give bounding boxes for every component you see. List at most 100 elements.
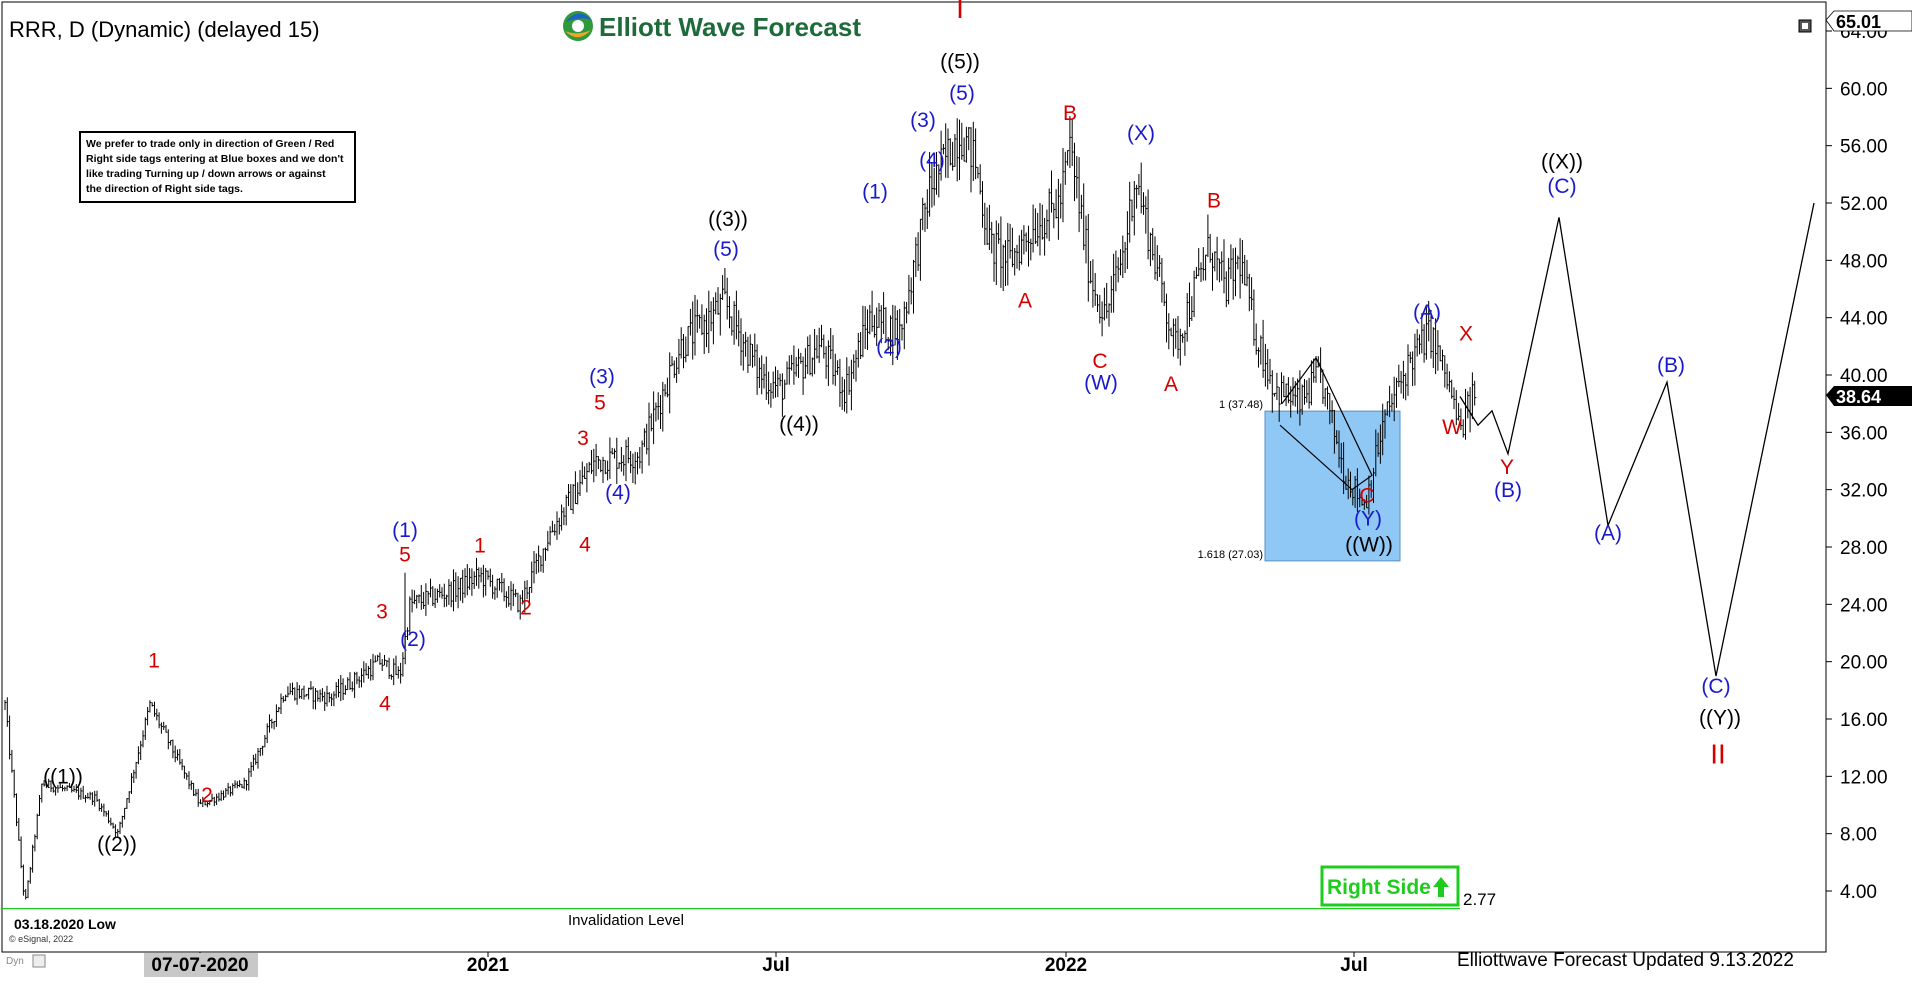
y-tick-label: 32.00	[1840, 481, 1888, 502]
wave-label: (X)	[1127, 122, 1155, 145]
wave-label: 3	[376, 601, 388, 624]
wave-label: 1	[148, 649, 160, 672]
wave-label: 5	[594, 391, 606, 414]
wave-label: A	[1018, 290, 1032, 313]
current-price-value: 38.64	[1836, 387, 1881, 407]
y-tick-label: 20.00	[1840, 653, 1888, 674]
brand-logo: Elliott Wave Forecast	[557, 4, 877, 46]
x-axis-ticks: 07-07-2020 2021 Jul 2022 Jul	[144, 952, 1368, 977]
wave-label: B	[1063, 102, 1077, 125]
wave-label: II	[1710, 738, 1726, 769]
window-restore-icon-inner	[1802, 23, 1808, 29]
wave-labels: ((1))((2))12345(1)(2)12435(3)(4)((3))(5)…	[43, 0, 1741, 856]
wave-label: Y	[1500, 456, 1514, 479]
note-line-3: like trading Turning up / down arrows or…	[86, 168, 326, 180]
logo-text: Elliott Wave Forecast	[599, 12, 861, 42]
wave-label: (2)	[876, 336, 902, 359]
wave-label: (1)	[392, 519, 418, 542]
y-tick-label: 52.00	[1840, 194, 1888, 215]
y-tick-label: 44.00	[1840, 309, 1888, 330]
wave-label: (W)	[1084, 371, 1118, 394]
fib-lower-label: 1.618 (27.03)	[1198, 549, 1263, 561]
x-tick-label: Jul	[762, 955, 789, 976]
y-tick-label: 16.00	[1840, 710, 1888, 731]
y-tick-label: 48.00	[1840, 251, 1888, 272]
triangle-pattern	[1279, 356, 1373, 491]
wave-label: (C)	[1701, 675, 1730, 698]
invalidation-label: Invalidation Level	[568, 912, 684, 929]
updated-label: Elliottwave Forecast Updated 9.13.2022	[1457, 950, 1794, 971]
wave-label: ((1))	[43, 766, 83, 789]
y-axis-ticks: 4.00 8.00 12.00 16.00 20.00 24.00 28.00 32.00 36…	[1826, 22, 1888, 903]
copyright-label: © eSignal, 2022	[9, 934, 73, 944]
corner-label: Dyn	[6, 956, 24, 967]
wave-label: I	[956, 0, 964, 24]
wave-label: (A)	[1594, 522, 1622, 545]
wave-label: B	[1207, 189, 1221, 212]
right-side-badge: Right Side	[1320, 865, 1460, 907]
wave-label: (B)	[1657, 354, 1685, 377]
note-line-2: Right side tags entering at Blue boxes a…	[86, 153, 344, 165]
wave-label: X	[1459, 323, 1473, 346]
wave-label: (5)	[713, 238, 739, 261]
x-tick-label: 2022	[1045, 955, 1087, 976]
note-line-1: We prefer to trade only in direction of …	[86, 138, 334, 150]
y-tick-label: 28.00	[1840, 538, 1888, 559]
projection-path	[1459, 202, 1815, 677]
wave-label: ((Y))	[1699, 707, 1741, 730]
wave-label: (C)	[1547, 175, 1576, 198]
up-arrow-icon	[1433, 877, 1449, 897]
wave-label: 4	[379, 692, 391, 715]
top-price-marker: 65.01	[1825, 10, 1912, 32]
wave-label: ((4))	[779, 413, 819, 436]
wave-label: (Y)	[1354, 508, 1382, 531]
note-line-4: the direction of Right side tags.	[86, 183, 243, 195]
wave-label: C	[1359, 485, 1374, 508]
wave-label: (5)	[949, 82, 975, 105]
wave-label: C	[1092, 350, 1107, 373]
wave-label: 2	[520, 596, 532, 619]
wave-label: 2	[201, 784, 213, 807]
chart-title: RRR, D (Dynamic) (delayed 15)	[9, 17, 320, 42]
corner-icon[interactable]	[32, 954, 46, 968]
price-bars	[4, 116, 1477, 900]
right-side-label: Right Side	[1327, 876, 1431, 899]
x-tick-highlight	[144, 953, 258, 977]
y-tick-label: 24.00	[1840, 595, 1888, 616]
wave-label: ((5))	[940, 50, 980, 73]
x-tick-label: Jul	[1340, 955, 1367, 976]
wave-label: (A)	[1413, 301, 1441, 324]
trading-note-box: We prefer to trade only in direction of …	[79, 131, 356, 203]
y-tick-label: 12.00	[1840, 767, 1888, 788]
wave-label: ((X))	[1541, 151, 1583, 174]
y-tick-label: 40.00	[1840, 366, 1888, 387]
wave-label: (4)	[919, 149, 945, 172]
wave-label: 5	[399, 543, 411, 566]
y-tick-label: 36.00	[1840, 423, 1888, 444]
fib-upper-label: 1 (37.48)	[1219, 399, 1263, 411]
wave-label: A	[1164, 373, 1178, 396]
wave-label: (4)	[605, 482, 631, 505]
x-tick-label: 07-07-2020	[151, 955, 248, 976]
wave-label: 4	[579, 533, 591, 556]
wave-label: 3	[577, 427, 589, 450]
y-tick-label: 4.00	[1840, 882, 1877, 903]
y-tick-label: 60.00	[1840, 79, 1888, 100]
wave-label: (3)	[589, 366, 615, 389]
wave-label: (1)	[862, 181, 888, 204]
low-label: 03.18.2020 Low	[14, 916, 116, 932]
x-tick-label: 2021	[467, 955, 510, 976]
y-tick-label: 56.00	[1840, 137, 1888, 158]
wave-label: (3)	[910, 109, 936, 132]
current-price-marker: 38.64	[1826, 386, 1912, 407]
invalidation-value: 2.77	[1463, 890, 1496, 909]
wave-label: W	[1442, 416, 1462, 439]
wave-label: ((2))	[97, 833, 137, 856]
wave-label: (B)	[1494, 479, 1522, 502]
y-tick-label: 8.00	[1840, 825, 1877, 846]
wave-label: ((3))	[708, 208, 748, 231]
wave-label: 1	[474, 535, 486, 558]
top-price-value: 65.01	[1836, 12, 1881, 32]
